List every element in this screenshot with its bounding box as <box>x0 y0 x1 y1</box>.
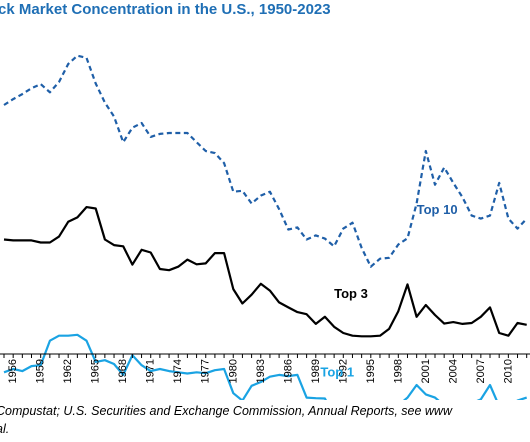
series-line-top-10 <box>3 54 528 268</box>
x-tick-label: 1980 <box>227 359 239 383</box>
x-tick-label: 1983 <box>255 359 267 383</box>
x-tick-label: 1986 <box>282 359 294 383</box>
line-chart: 1956 1959 1962 1965 1968 1971 1974 1977 1980 1983… <box>0 54 530 400</box>
x-tick-label: 1995 <box>365 359 377 383</box>
x-tick-label: 1998 <box>392 359 404 383</box>
source-line-2: al. <box>0 422 10 436</box>
x-tick-label: 1968 <box>117 359 129 383</box>
x-tick-label: 2010 <box>502 359 514 383</box>
x-tick-label: 1956 <box>7 359 19 383</box>
chart-title: ck Market Concentration in the U.S., 195… <box>0 1 331 18</box>
x-tick-label: 2004 <box>447 359 459 383</box>
x-tick-label: 1989 <box>310 359 322 383</box>
series-line-top-1 <box>3 333 528 400</box>
x-tick-label: 1971 <box>145 359 157 383</box>
x-tick-label: 1974 <box>172 359 184 383</box>
series-line-top-3 <box>3 206 527 338</box>
series-layer <box>3 54 528 400</box>
series-label-top-3: Top 3 <box>334 286 368 301</box>
series-label-top-1: Top 1 <box>320 364 354 379</box>
x-tick-label: 1992 <box>337 359 349 383</box>
series-labels: Top 10 Top 3 Top 1 <box>320 202 457 379</box>
x-tick-label: 2007 <box>475 359 487 383</box>
series-label-top-10: Top 10 <box>417 202 458 217</box>
source-note: Compustat; U.S. Securities and Exchange … <box>0 402 530 438</box>
x-tick-label: 1977 <box>200 359 212 383</box>
source-line-1: Compustat; U.S. Securities and Exchange … <box>0 404 452 418</box>
x-tick-label: 2001 <box>420 359 432 383</box>
x-tick-label: 1962 <box>62 359 74 383</box>
x-tick-label: 1959 <box>35 359 47 383</box>
x-axis: 1956 1959 1962 1965 1968 1971 1974 1977 1980 1983… <box>0 353 530 383</box>
x-tick-label: 1965 <box>90 359 102 383</box>
